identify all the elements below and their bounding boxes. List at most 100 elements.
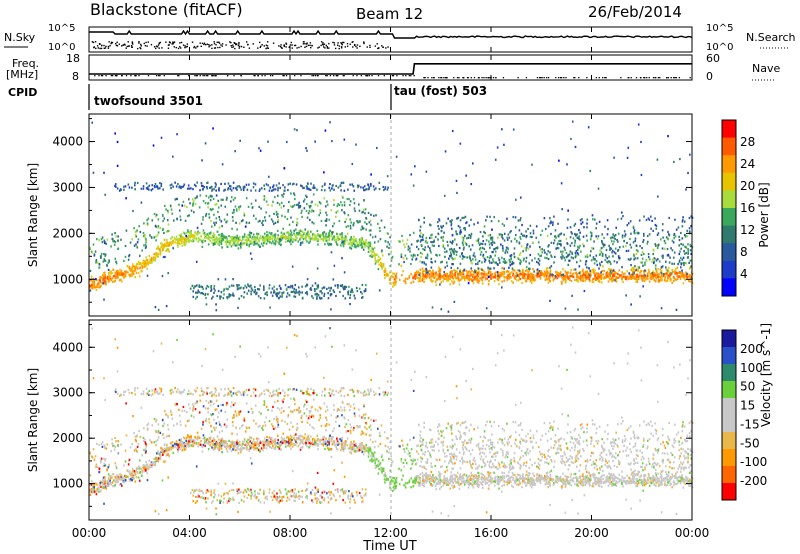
power-cell [677,263,679,266]
power-cell [378,259,381,262]
power-cell [246,243,248,246]
nave-point [233,75,235,77]
power-cell [632,267,635,271]
power-cell [350,238,352,241]
power-cell [117,276,119,279]
power-cell [626,270,628,273]
nsearch-point [310,46,312,49]
power-cell [444,150,447,153]
power-cell [197,289,199,292]
power-cell [103,241,106,245]
power-cell [325,235,327,238]
power-cell [174,198,177,201]
power-cell [633,258,635,261]
nave-point [283,75,285,77]
power-cell [236,288,239,291]
nsearch-point [184,45,186,47]
power-cell [197,230,199,233]
power-cell [466,237,468,240]
power-cell [154,256,157,259]
power-cell [659,268,662,271]
power-cell [174,241,176,244]
power-cell [553,277,555,281]
nsearch-point [107,47,110,49]
power-cell [331,225,334,228]
power-cell [657,232,660,235]
power-cell [183,243,186,247]
power-cell [349,200,352,203]
power-cell [255,237,258,240]
power-cell [546,272,549,275]
power-cell [225,198,228,201]
power-cell [620,211,623,214]
power-cell [609,248,611,251]
power-cell [346,232,349,235]
nave-point [163,75,165,77]
power-cell [336,204,339,208]
power-cell [582,243,584,246]
power-cell [586,270,589,273]
power-cell [311,284,314,287]
power-cell [506,269,509,273]
nsky-tick-top: 10^5 [48,23,75,34]
power-cell [340,201,342,204]
power-cell [427,270,429,273]
power-cell [625,278,628,281]
power-cell [344,242,346,245]
power-cell [574,145,577,149]
nsearch-point [325,44,327,47]
power-cell [195,237,198,240]
power-cell [470,273,473,276]
power-cell [181,244,184,247]
power-cell [425,267,428,271]
power-cell [526,277,528,280]
power-cell [316,284,319,287]
power-cell [436,277,438,281]
power-cell [421,261,423,264]
power-cell [423,262,426,265]
power-cell [235,208,238,211]
power-cell [333,235,335,238]
power-cell [247,283,249,286]
nave-point [226,75,229,77]
power-cell [455,230,457,233]
power-cell [258,237,261,240]
power-cell [482,269,485,272]
nsearch-point [125,47,127,49]
power-cell [275,292,278,295]
power-cell [525,273,528,276]
power-cell [114,271,117,274]
power-cell [215,203,218,206]
power-cell [681,272,683,275]
power-cell [190,230,192,233]
power-cell [172,185,174,188]
power-cell [133,269,136,272]
nave-tick-bottom: 0 [706,70,713,83]
power-cell [216,230,219,233]
power-cell [489,267,491,270]
power-cell [139,266,142,269]
power-cell [348,285,350,288]
power-cell [374,259,377,262]
power-cell [222,297,225,300]
power-cell [129,241,132,244]
nsearch-point [356,44,359,46]
power-cell [145,245,147,248]
power-cell [569,236,572,239]
nsearch-point [208,43,210,46]
power-cell [361,227,364,230]
nsearch-point [238,43,240,45]
power-cell [374,187,377,190]
power-cell [550,220,552,223]
power-cell [637,269,639,272]
power-cell [204,142,207,145]
power-cell [580,222,583,225]
power-cell [293,238,296,241]
power-cell [579,277,582,280]
power-cell [426,253,429,256]
power-cell [460,271,462,275]
power-cell [106,238,109,241]
power-cell [183,183,186,186]
power-cell [598,262,601,265]
